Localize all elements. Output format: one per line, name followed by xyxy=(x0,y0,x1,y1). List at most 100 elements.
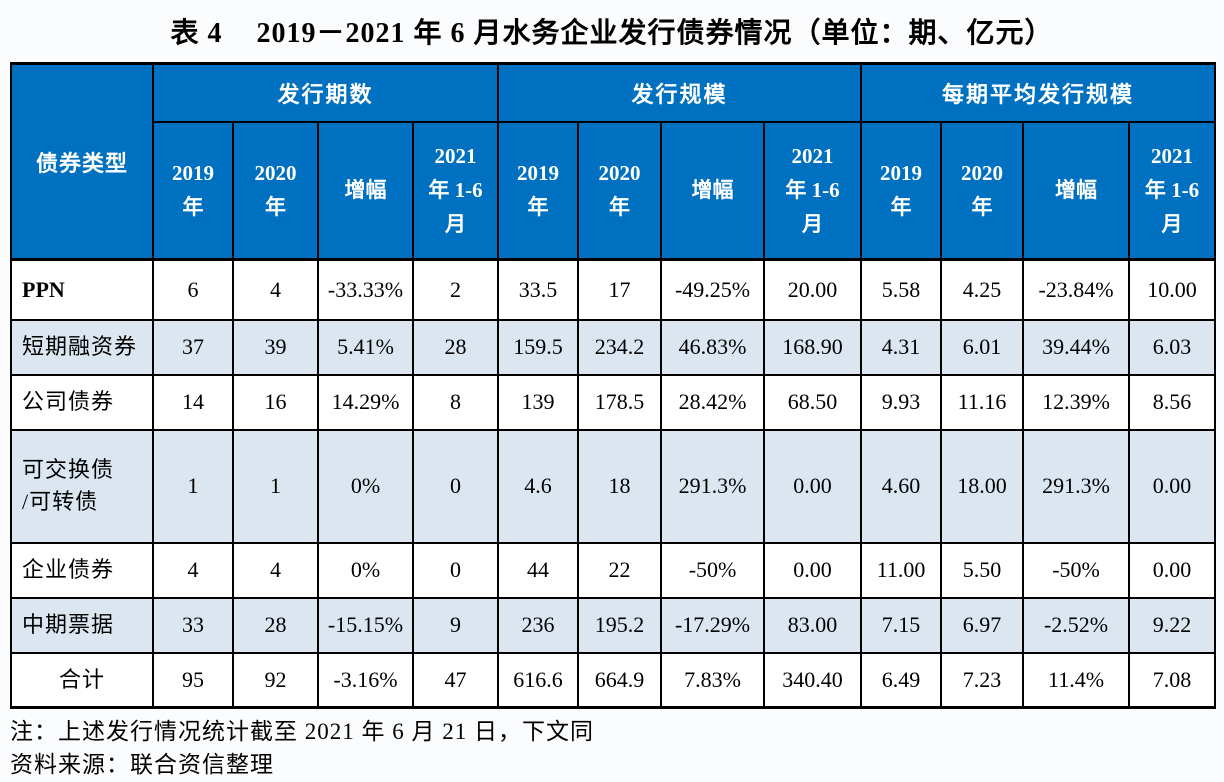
col-header-scale-2019: 2019 年 xyxy=(497,120,580,261)
row-label: PPN xyxy=(10,258,154,321)
cell: 4.31 xyxy=(860,318,943,376)
cell: 234.2 xyxy=(577,318,663,376)
group-header-issue-scale: 发行规模 xyxy=(497,62,863,123)
cell: 6.03 xyxy=(1128,318,1217,376)
cell: 139 xyxy=(497,373,580,431)
cell: 1 xyxy=(232,428,319,544)
group-header-issue-count: 发行期数 xyxy=(151,62,500,123)
cell: -2.52% xyxy=(1022,596,1131,654)
cell: 664.9 xyxy=(577,651,663,709)
cell: 68.50 xyxy=(763,373,863,431)
note-data-source: 资料来源：联合资信整理 xyxy=(10,752,274,777)
cell: 33.5 xyxy=(497,258,580,321)
cell: 0% xyxy=(317,428,414,544)
cell: 11.4% xyxy=(1022,651,1131,709)
cell: 4 xyxy=(232,541,319,599)
cell: 6.97 xyxy=(940,596,1025,654)
cell: 39 xyxy=(232,318,319,376)
cell: 11.16 xyxy=(940,373,1025,431)
row-label: 可交换债 /可转债 xyxy=(10,428,154,544)
cell: 10.00 xyxy=(1128,258,1217,321)
col-header-count-growth: 增幅 xyxy=(317,120,414,261)
row-label: 短期融资券 xyxy=(10,318,154,376)
cell: 7.08 xyxy=(1128,651,1217,709)
table-row-total: 合计 95 92 -3.16% 47 616.6 664.9 7.83% 340… xyxy=(10,651,1217,709)
col-header-scale-2020: 2020 年 xyxy=(577,120,663,261)
cell: 16 xyxy=(232,373,319,431)
col-header-count-2020: 2020 年 xyxy=(232,120,319,261)
col-header-scale-growth: 增幅 xyxy=(660,120,766,261)
cell: -49.25% xyxy=(660,258,766,321)
cell: -23.84% xyxy=(1022,258,1131,321)
cell: 4.60 xyxy=(860,428,943,544)
table-row-corporate-bonds: 公司债券 14 16 14.29% 8 139 178.5 28.42% 68.… xyxy=(10,373,1217,431)
cell: 9 xyxy=(411,596,500,654)
cell: 340.40 xyxy=(763,651,863,709)
cell: 0.00 xyxy=(1128,428,1217,544)
header-sub-row: 2019 年 2020 年 增幅 2021 年 1-6 月 2019 年 202… xyxy=(11,120,1217,261)
table-title: 表 4 2019－2021 年 6 月水务企业发行债券情况（单位：期、亿元） xyxy=(0,0,1224,62)
cell: 5.41% xyxy=(317,318,414,376)
cell: 5.50 xyxy=(940,541,1025,599)
header-group-row: 债券类型 发行期数 发行规模 每期平均发行规模 xyxy=(10,62,1217,261)
table-notes: 注：上述发行情况统计截至 2021 年 6 月 21 日，下文同 资料来源：联合… xyxy=(10,715,1224,781)
cell: 22 xyxy=(577,541,663,599)
table-row-ppn: PPN 6 4 -33.33% 2 33.5 17 -49.25% 20.00 … xyxy=(10,258,1217,321)
cell: 39.44% xyxy=(1022,318,1131,376)
cell: 4.25 xyxy=(940,258,1025,321)
table-body: PPN 6 4 -33.33% 2 33.5 17 -49.25% 20.00 … xyxy=(10,258,1217,709)
cell: 7.15 xyxy=(860,596,943,654)
cell: 159.5 xyxy=(497,318,580,376)
cell: 6.49 xyxy=(860,651,943,709)
col-header-scale-2021h1: 2021 年 1-6 月 xyxy=(763,120,863,261)
cell: 0 xyxy=(411,541,500,599)
group-header-avg-scale: 每期平均发行规模 xyxy=(860,62,1217,123)
cell: -17.29% xyxy=(660,596,766,654)
cell: -50% xyxy=(660,541,766,599)
cell: 291.3% xyxy=(660,428,766,544)
cell: 46.83% xyxy=(660,318,766,376)
cell: -15.15% xyxy=(317,596,414,654)
cell: 28.42% xyxy=(660,373,766,431)
cell: 37 xyxy=(152,318,234,376)
cell: 168.90 xyxy=(763,318,863,376)
col-header-count-2019: 2019 年 xyxy=(152,120,234,261)
row-label: 公司债券 xyxy=(10,373,154,431)
cell: -50% xyxy=(1022,541,1131,599)
cell: 47 xyxy=(411,651,500,709)
cell: 95 xyxy=(152,651,234,709)
cell: 20.00 xyxy=(763,258,863,321)
cell: 14 xyxy=(152,373,234,431)
corner-header-bond-type: 债券类型 xyxy=(10,62,154,261)
table-row-medium-term-notes: 中期票据 33 28 -15.15% 9 236 195.2 -17.29% 8… xyxy=(10,596,1217,654)
cell: 8 xyxy=(411,373,500,431)
cell: 9.93 xyxy=(860,373,943,431)
cell: 4.6 xyxy=(497,428,580,544)
bond-issuance-table: 债券类型 发行期数 发行规模 每期平均发行规模 2019 年 2020 年 增幅… xyxy=(10,62,1217,709)
cell: 18 xyxy=(577,428,663,544)
cell: 6.01 xyxy=(940,318,1025,376)
cell: 4 xyxy=(152,541,234,599)
col-header-count-2021h1: 2021 年 1-6 月 xyxy=(411,120,500,261)
cell: 0 xyxy=(411,428,500,544)
cell: 14.29% xyxy=(317,373,414,431)
cell: 44 xyxy=(497,541,580,599)
cell: 2 xyxy=(411,258,500,321)
cell: 7.23 xyxy=(940,651,1025,709)
col-header-avg-2019: 2019 年 xyxy=(860,120,943,261)
row-label: 企业债券 xyxy=(10,541,154,599)
cell: 195.2 xyxy=(577,596,663,654)
cell: 0.00 xyxy=(1128,541,1217,599)
cell: 18.00 xyxy=(940,428,1025,544)
table-header: 债券类型 发行期数 发行规模 每期平均发行规模 2019 年 2020 年 增幅… xyxy=(10,62,1217,261)
cell: 33 xyxy=(152,596,234,654)
cell: 0% xyxy=(317,541,414,599)
cell: 12.39% xyxy=(1022,373,1131,431)
cell: 1 xyxy=(152,428,234,544)
cell: 178.5 xyxy=(577,373,663,431)
cell: 92 xyxy=(232,651,319,709)
col-header-avg-2020: 2020 年 xyxy=(940,120,1025,261)
cell: 291.3% xyxy=(1022,428,1131,544)
table-row-enterprise-bonds: 企业债券 4 4 0% 0 44 22 -50% 0.00 11.00 5.50… xyxy=(10,541,1217,599)
